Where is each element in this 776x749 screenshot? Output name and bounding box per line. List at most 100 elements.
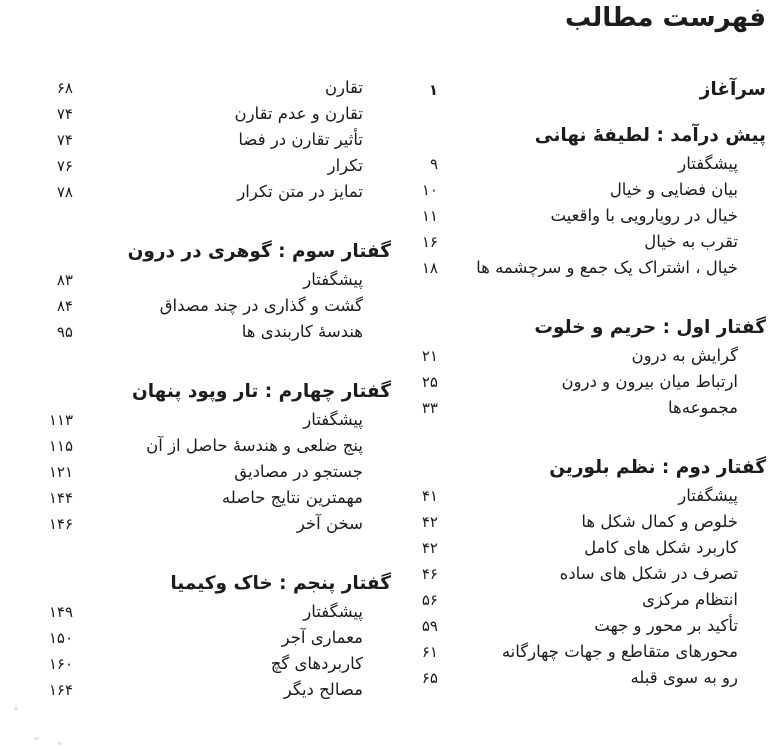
scan-speck	[58, 742, 61, 745]
toc-page-number: ۳۳	[421, 399, 438, 417]
scan-speck	[34, 737, 39, 740]
toc-page-number: ۸۴	[56, 297, 73, 315]
toc-entry-label: بیان فضایی و خیال	[609, 180, 738, 199]
toc-entry-label: تقارن و عدم تقارن	[234, 104, 363, 123]
toc-entry-label: پنج ضلعی و هندسۀ حاصل از آن	[146, 436, 363, 455]
toc-page-number: ۱۲۱	[48, 463, 73, 481]
toc-entry-label: مجموعه‌ها	[668, 398, 738, 417]
toc-entry: هندسۀ کاربندی ها ۹۵	[18, 319, 391, 345]
toc-page-number: ۱۶۰	[48, 655, 73, 673]
toc-page-number: ۲۵	[421, 373, 438, 391]
toc-page-number: ۶۵	[421, 669, 438, 687]
toc-entry: تقارن ۶۸	[18, 75, 391, 101]
toc-entry-label: پیشگفتار	[303, 410, 363, 429]
toc-entry-label: ارتباط میان بیرون و درون	[561, 372, 738, 391]
toc-entry: کاربرد شکل های کامل ۴۲	[383, 535, 766, 561]
toc-gap	[18, 345, 391, 377]
toc-entry: تقارن و عدم تقارن ۷۴	[18, 101, 391, 127]
toc-entry: رو به سوی قبله ۶۵	[383, 665, 766, 691]
toc-page-number: ۷۶	[56, 157, 73, 175]
toc-page-number: ۱	[428, 81, 438, 99]
toc-entry: محورهای متقاطع و جهات چهارگانه ۶۱	[383, 639, 766, 665]
toc-entry: پیشگفتار ۴۱	[383, 483, 766, 509]
toc-entry: خلوص و کمال شکل ها ۴۲	[383, 509, 766, 535]
toc-entry-label: خیال ، اشتراک یک جمع و سرچشمه ها	[476, 258, 738, 277]
toc-column-secondary: تقارن ۶۸ تقارن و عدم تقارن ۷۴ تأثیر تقارن در…	[18, 75, 391, 703]
toc-entry-label: جستجو در مصادیق	[234, 462, 363, 481]
toc-entry-label: گفتار اول : حریم و خلوت	[534, 317, 766, 338]
toc-section-heading: گفتار سوم : گوهری در درون	[18, 237, 391, 267]
toc-page-number: ۷۴	[56, 131, 73, 149]
toc-entry: بیان فضایی و خیال ۱۰	[383, 177, 766, 203]
toc-page-number: ۱۸	[421, 259, 438, 277]
toc-gap	[383, 105, 766, 121]
toc-entry: گرایش به درون ۲۱	[383, 343, 766, 369]
toc-section-heading: گفتار چهارم : تار وپود پنهان	[18, 377, 391, 407]
toc-entry: خیال ، اشتراک یک جمع و سرچشمه ها ۱۸	[383, 255, 766, 281]
toc-entry: تکرار ۷۶	[18, 153, 391, 179]
toc-page-number: ۴۶	[421, 565, 438, 583]
toc-entry-label: کاربردهای گچ	[270, 654, 363, 673]
toc-entry-label: تأثیر تقارن در فضا	[238, 130, 363, 149]
toc-page-number: ۹	[429, 155, 438, 173]
toc-entry-label: کاربرد شکل های کامل	[584, 538, 738, 557]
toc-entry-label: پیشگفتار	[678, 154, 738, 173]
toc-gap	[18, 537, 391, 569]
toc-page-number: ۷۸	[56, 183, 73, 201]
toc-entry-label: تکرار	[327, 156, 363, 175]
toc-entry-label: معماری آجر	[281, 628, 363, 647]
toc-page-number: ۴۱	[421, 487, 438, 505]
toc-page-number: ۱۶۴	[48, 681, 73, 699]
toc-gap	[383, 421, 766, 453]
toc-section-heading: پیش درآمد : لطیفۀ نهانی	[383, 121, 766, 151]
toc-entry: تصرف در شکل های ساده ۴۶	[383, 561, 766, 587]
toc-section-heading: گفتار پنجم : خاک وکیمیا	[18, 569, 391, 599]
toc-page-number: ۱۴۴	[48, 489, 73, 507]
toc-entry: گشت و گذاری در چند مصداق ۸۴	[18, 293, 391, 319]
toc-entry: ارتباط میان بیرون و درون ۲۵	[383, 369, 766, 395]
toc-page-number: ۱۴۹	[48, 603, 73, 621]
toc-entry-label: گشت و گذاری در چند مصداق	[159, 296, 363, 315]
toc-entry: تأکید بر محور و جهت ۵۹	[383, 613, 766, 639]
toc-page-number: ۱۴۶	[48, 515, 73, 533]
toc-entry: مجموعه‌ها ۳۳	[383, 395, 766, 421]
toc-entry-label: گفتار سوم : گوهری در درون	[127, 241, 391, 262]
toc-page-number: ۱۶	[421, 233, 438, 251]
toc-entry-label: هندسۀ کاربندی ها	[241, 322, 363, 341]
toc-entry-label: گفتار پنجم : خاک وکیمیا	[170, 573, 391, 594]
toc-page-number: ۷۴	[56, 105, 73, 123]
toc-entry-label: انتظام مرکزی	[642, 590, 738, 609]
toc-entry: سخن آخر ۱۴۶	[18, 511, 391, 537]
toc-entry: تمایز در متن تکرار ۷۸	[18, 179, 391, 205]
toc-entry-label: تقرب به خیال	[644, 232, 738, 251]
toc-page-number: ۱۰	[421, 181, 438, 199]
toc-entry-label: گرایش به درون	[631, 346, 738, 365]
toc-entry-label: تأکید بر محور و جهت	[594, 616, 738, 635]
toc-page-number: ۱۱۵	[48, 437, 73, 455]
toc-column-main: سرآغاز ۱ پیش درآمد : لطیفۀ نهانی پیشگفتار ۹ ب…	[383, 75, 766, 691]
toc-entry-label: پیشگفتار	[678, 486, 738, 505]
toc-entry-label: تقارن	[324, 78, 363, 97]
toc-entry: پیشگفتار ۹	[383, 151, 766, 177]
toc-page-number: ۴۲	[421, 539, 438, 557]
toc-gap	[383, 281, 766, 313]
toc-entry: انتظام مرکزی ۵۶	[383, 587, 766, 613]
toc-entry-label: گفتار چهارم : تار وپود پنهان	[131, 381, 391, 402]
toc-entry-label: سرآغاز	[699, 79, 766, 100]
toc-entry-label: خیال در رویارویی با واقعیت	[550, 206, 738, 225]
toc-entry: کاربردهای گچ ۱۶۰	[18, 651, 391, 677]
toc-page-number: ۵۶	[421, 591, 438, 609]
toc-page-number: ۵۹	[421, 617, 438, 635]
scan-speck	[14, 707, 18, 710]
toc-page-number: ۱۱	[421, 207, 438, 225]
toc-gap	[18, 205, 391, 237]
toc-section-heading: سرآغاز ۱	[383, 75, 766, 105]
toc-entry-label: پیشگفتار	[303, 270, 363, 289]
toc-entry-label: پیش درآمد : لطیفۀ نهانی	[534, 125, 766, 146]
toc-entry-label: پیشگفتار	[303, 602, 363, 621]
toc-entry: پیشگفتار ۱۱۳	[18, 407, 391, 433]
toc-page-number: ۲۱	[421, 347, 438, 365]
toc-section-heading: گفتار اول : حریم و خلوت	[383, 313, 766, 343]
toc-entry-label: مهمترین نتایج حاصله	[221, 488, 363, 507]
